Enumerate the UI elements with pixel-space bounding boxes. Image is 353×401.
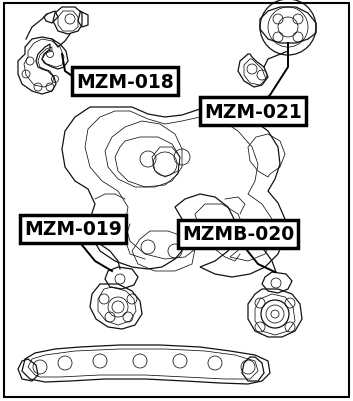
Text: MZM-019: MZM-019 (24, 220, 122, 239)
Text: MZM-021: MZM-021 (204, 102, 302, 121)
Text: MZMB-020: MZMB-020 (182, 225, 294, 244)
Text: MZM-018: MZM-018 (76, 72, 174, 91)
